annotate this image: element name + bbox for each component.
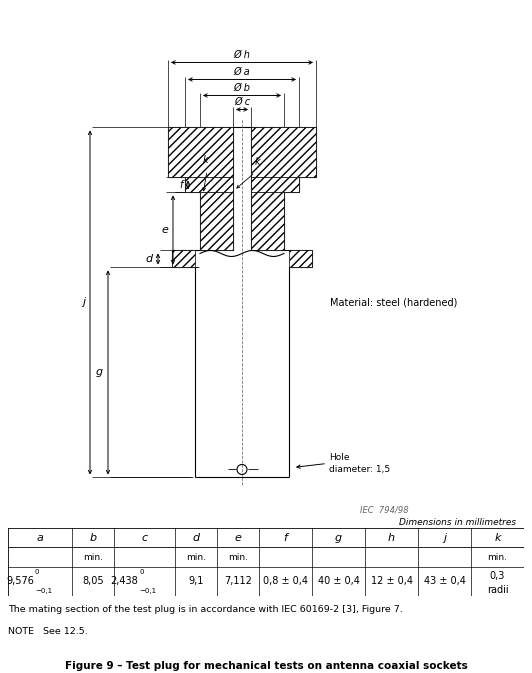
Text: b: b (89, 533, 97, 542)
Text: j: j (443, 533, 446, 542)
Polygon shape (289, 250, 312, 267)
Text: 7,112: 7,112 (224, 577, 252, 586)
Text: d: d (193, 533, 200, 542)
Text: 0: 0 (139, 569, 144, 575)
Text: 40 ± 0,4: 40 ± 0,4 (318, 577, 360, 586)
Text: −0,1: −0,1 (139, 588, 156, 594)
Text: min.: min. (487, 553, 508, 562)
Text: e: e (161, 225, 168, 235)
Text: k: k (254, 157, 260, 168)
Text: k: k (494, 533, 501, 542)
Text: 2,438: 2,438 (111, 577, 138, 586)
Text: d: d (146, 254, 153, 264)
Text: j: j (82, 297, 85, 308)
Polygon shape (251, 127, 316, 178)
Text: min.: min. (186, 553, 206, 562)
Text: min.: min. (228, 553, 248, 562)
Text: 8,05: 8,05 (82, 577, 104, 586)
Text: c: c (142, 533, 148, 542)
Text: The mating section of the test plug is in accordance with IEC 60169-2 [3], Figur: The mating section of the test plug is i… (8, 605, 403, 614)
Text: g: g (96, 367, 103, 378)
Text: Ø a: Ø a (234, 67, 251, 77)
Text: 9,1: 9,1 (188, 577, 204, 586)
Text: Dimensions in millimetres: Dimensions in millimetres (399, 518, 516, 527)
Text: radii: radii (487, 585, 509, 594)
Polygon shape (200, 192, 233, 250)
Text: 43 ± 0,4: 43 ± 0,4 (423, 577, 466, 586)
Text: 0,8 ± 0,4: 0,8 ± 0,4 (263, 577, 308, 586)
Text: IEC  794/98: IEC 794/98 (360, 505, 409, 514)
Text: a: a (37, 533, 44, 542)
Text: k: k (202, 155, 208, 166)
Text: f: f (284, 533, 287, 542)
Polygon shape (251, 192, 284, 250)
Text: 9,576: 9,576 (6, 577, 34, 586)
Polygon shape (168, 127, 233, 178)
Text: 0,3: 0,3 (490, 571, 505, 581)
Text: Material: steel (hardened): Material: steel (hardened) (330, 297, 458, 308)
Text: Ø c: Ø c (234, 96, 250, 106)
Text: −0,1: −0,1 (35, 588, 52, 594)
Text: Hole
diameter: 1,5: Hole diameter: 1,5 (329, 453, 390, 474)
Polygon shape (251, 178, 299, 192)
Text: Ø b: Ø b (234, 83, 251, 92)
Polygon shape (185, 178, 233, 192)
Text: NOTE   See 12.5.: NOTE See 12.5. (8, 627, 88, 635)
Text: g: g (335, 533, 342, 542)
Text: Figure 9 – Test plug for mechanical tests on antenna coaxial sockets: Figure 9 – Test plug for mechanical test… (64, 662, 468, 672)
Text: min.: min. (83, 553, 103, 562)
Text: e: e (235, 533, 242, 542)
Text: Ø h: Ø h (234, 50, 251, 59)
Text: 12 ± 0,4: 12 ± 0,4 (370, 577, 412, 586)
Polygon shape (172, 250, 195, 267)
Text: h: h (388, 533, 395, 542)
Text: f: f (180, 180, 183, 190)
Text: 0: 0 (35, 569, 39, 575)
